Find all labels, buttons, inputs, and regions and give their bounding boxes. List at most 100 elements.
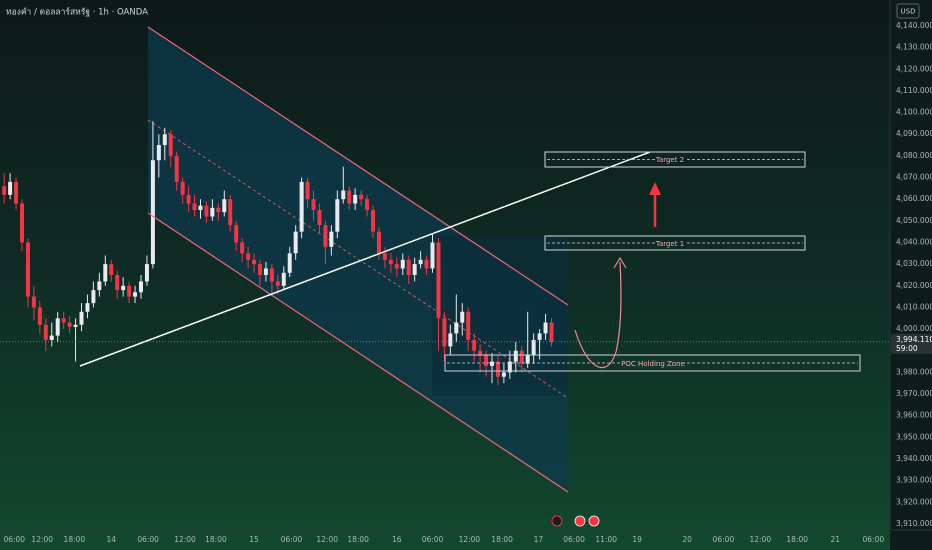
candle-body bbox=[537, 333, 542, 340]
candle-body bbox=[228, 199, 233, 226]
x-tick-label: 12:00 bbox=[316, 535, 338, 544]
candle-body bbox=[317, 210, 322, 226]
y-tick-label: 4,130.000 bbox=[896, 43, 932, 52]
candle-body bbox=[2, 186, 7, 195]
candle-body bbox=[121, 285, 126, 291]
candle-body bbox=[501, 372, 506, 377]
candle-body bbox=[37, 307, 42, 325]
candle-body bbox=[43, 324, 48, 340]
label-bg bbox=[655, 155, 685, 164]
event-icon bbox=[588, 515, 600, 527]
candle-body bbox=[430, 242, 435, 269]
y-tick-label: 4,000.000 bbox=[896, 324, 932, 333]
candle-body bbox=[353, 194, 358, 204]
y-tick-label: 4,040.000 bbox=[896, 237, 932, 246]
label-bg bbox=[655, 239, 685, 248]
candle-body bbox=[210, 207, 215, 217]
events bbox=[551, 515, 600, 527]
candle-body bbox=[359, 194, 364, 200]
candle-body bbox=[192, 203, 197, 211]
candle-body bbox=[371, 210, 376, 232]
candle-body bbox=[489, 361, 494, 366]
candles bbox=[2, 121, 554, 386]
candle-body bbox=[216, 207, 221, 213]
x-tick-label: 06:00 bbox=[563, 535, 585, 544]
candle-body bbox=[97, 281, 102, 291]
price-axis-panel bbox=[890, 0, 932, 550]
candle-body bbox=[127, 285, 132, 297]
target-2-box bbox=[544, 151, 806, 168]
channel-upper bbox=[147, 26, 569, 306]
candle-body bbox=[91, 290, 96, 304]
candle-body bbox=[442, 318, 447, 347]
y-tick-label: 4,080.000 bbox=[896, 151, 932, 160]
candle-body bbox=[406, 259, 411, 275]
x-tick-label: 18:00 bbox=[205, 535, 227, 544]
x-tick-label: 06:00 bbox=[422, 535, 444, 544]
x-tick-label: 19 bbox=[632, 535, 642, 544]
y-tick-label: 3,940.000 bbox=[896, 454, 932, 463]
annotation: Target 1 bbox=[655, 240, 684, 248]
candle-body bbox=[305, 181, 310, 200]
candle-body bbox=[519, 350, 524, 364]
x-tick-label: 18:00 bbox=[64, 535, 86, 544]
candle-body bbox=[394, 264, 399, 269]
candle-body bbox=[144, 264, 149, 282]
candle-body bbox=[549, 322, 554, 342]
candle-body bbox=[180, 181, 185, 195]
x-tick-label: 21 bbox=[830, 535, 840, 544]
y-tick-label: 4,010.000 bbox=[896, 302, 932, 311]
x-tick-label: 06:00 bbox=[281, 535, 303, 544]
candle-body bbox=[14, 181, 19, 204]
candle-body bbox=[67, 322, 72, 327]
y-tick-label: 3,980.000 bbox=[896, 367, 932, 376]
x-tick-label: 18:00 bbox=[786, 535, 808, 544]
annotation: POC Holding Zone bbox=[621, 360, 685, 368]
candle-body bbox=[341, 190, 346, 200]
candle-body bbox=[20, 203, 25, 243]
candle-body bbox=[138, 281, 143, 293]
candle-body bbox=[281, 272, 286, 286]
annotation: Target 2 bbox=[655, 156, 684, 164]
y-tick-label: 3,910.000 bbox=[896, 519, 932, 528]
y-tick-label: 3,920.000 bbox=[896, 497, 932, 506]
candle-body bbox=[240, 242, 245, 254]
candle-body bbox=[79, 311, 84, 325]
candle-body bbox=[513, 350, 518, 362]
poc-box bbox=[444, 354, 861, 372]
candle-body bbox=[269, 268, 274, 282]
candle-body bbox=[156, 145, 161, 161]
x-tick-label: 06:00 bbox=[863, 535, 885, 544]
candle-body bbox=[204, 205, 209, 217]
y-tick-label: 3,960.000 bbox=[896, 411, 932, 420]
y-tick-label: 4,030.000 bbox=[896, 259, 932, 268]
x-tick-label: 12:00 bbox=[749, 535, 771, 544]
candle-body bbox=[150, 160, 155, 265]
candle-body bbox=[168, 134, 173, 156]
x-tick-label: 12:00 bbox=[31, 535, 53, 544]
chart-title: ทองคำ / ดอลลาร์สหรัฐ · 1h · OANDA bbox=[6, 7, 148, 18]
countdown: 59:00 bbox=[896, 344, 918, 353]
candle-body bbox=[448, 333, 453, 347]
y-tick-label: 3,930.000 bbox=[896, 476, 932, 485]
candle-body bbox=[365, 199, 370, 211]
x-tick-label: 11:00 bbox=[595, 535, 617, 544]
x-tick-label: 06:00 bbox=[137, 535, 159, 544]
candle-body bbox=[495, 361, 500, 377]
candle-body bbox=[388, 259, 393, 265]
y-tick-label: 3,950.000 bbox=[896, 432, 932, 441]
y-tick-label: 4,070.000 bbox=[896, 173, 932, 182]
price-tag-label: 3,994.110 bbox=[896, 335, 932, 344]
candle-body bbox=[400, 259, 405, 269]
candle-body bbox=[287, 253, 292, 273]
y-tick-label: 3,970.000 bbox=[896, 389, 932, 398]
candle-body bbox=[234, 225, 239, 243]
candle-body bbox=[186, 194, 191, 204]
candle-body bbox=[31, 296, 36, 308]
candle-body bbox=[8, 181, 13, 195]
candle-body bbox=[460, 311, 465, 323]
candle-body bbox=[252, 259, 257, 265]
